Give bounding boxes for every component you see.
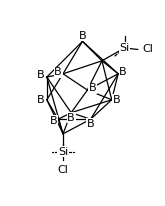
Text: Cl: Cl — [143, 44, 153, 54]
Text: B: B — [67, 113, 75, 123]
Text: B: B — [50, 116, 57, 126]
Text: B: B — [119, 67, 127, 77]
Text: B: B — [54, 67, 62, 77]
Text: B: B — [87, 119, 94, 129]
Text: B: B — [79, 31, 86, 41]
Text: B: B — [37, 70, 45, 80]
Text: Si: Si — [120, 43, 130, 53]
Text: B: B — [88, 83, 96, 93]
Text: B: B — [113, 95, 120, 105]
Text: B: B — [37, 95, 45, 105]
Text: Si: Si — [58, 147, 68, 157]
Text: Cl: Cl — [58, 165, 68, 175]
